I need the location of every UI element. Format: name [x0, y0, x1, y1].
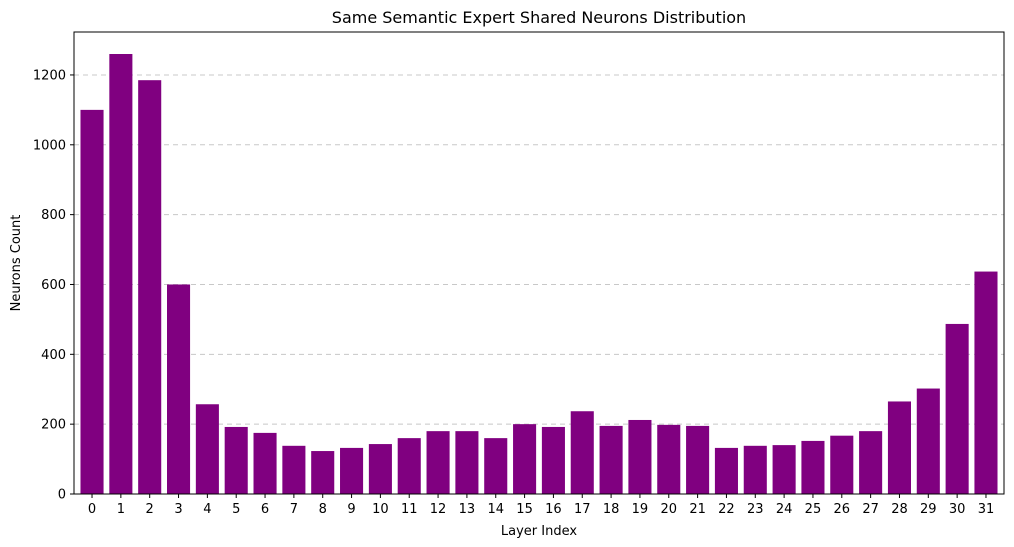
- x-tick-label-26: 26: [834, 502, 851, 517]
- x-tick-label-21: 21: [689, 502, 706, 517]
- bar-layer-15: [513, 424, 537, 494]
- bar-layer-17: [570, 411, 594, 494]
- x-tick-label-1: 1: [117, 502, 125, 517]
- x-tick-label-31: 31: [978, 502, 995, 517]
- plot-frame: [73, 31, 1005, 495]
- x-axis-ticks: 0 1 2 3 4 5 6 7 8 9 10 11 12 13 14 15 16 17 18 19 20 21 22 23 24…: [88, 494, 994, 517]
- bar-layer-0: [80, 109, 104, 494]
- x-tick-label-30: 30: [949, 502, 966, 517]
- bar-layer-2: [138, 80, 162, 494]
- x-tick-label-23: 23: [747, 502, 764, 517]
- x-tick-label-20: 20: [660, 502, 677, 517]
- bar-layer-6: [253, 432, 277, 494]
- bar-layer-14: [484, 438, 508, 494]
- x-tick-label-24: 24: [776, 502, 793, 517]
- y-tick-label-200: 200: [41, 418, 66, 433]
- x-tick-label-11: 11: [401, 502, 418, 517]
- x-tick-label-27: 27: [862, 502, 879, 517]
- x-axis-label: Layer Index: [501, 524, 577, 539]
- bar-layer-21: [686, 425, 710, 494]
- bar-layer-24: [772, 445, 796, 494]
- x-tick-label-3: 3: [174, 502, 182, 517]
- x-tick-label-28: 28: [891, 502, 908, 517]
- bar-layer-4: [195, 404, 219, 494]
- x-tick-label-16: 16: [545, 502, 562, 517]
- bar-layer-26: [830, 435, 854, 494]
- bar-layer-30: [945, 323, 969, 494]
- x-tick-label-7: 7: [290, 502, 298, 517]
- x-tick-label-5: 5: [232, 502, 240, 517]
- bar-layer-29: [916, 388, 940, 494]
- bar-layer-23: [743, 445, 767, 494]
- x-tick-label-25: 25: [805, 502, 822, 517]
- bar-layer-19: [628, 419, 652, 494]
- y-tick-label-600: 600: [41, 278, 66, 293]
- bar-layer-22: [714, 447, 738, 494]
- y-axis-label: Neurons Count: [9, 215, 24, 312]
- bar-layer-16: [541, 426, 565, 494]
- bar-layer-31: [974, 271, 998, 494]
- x-tick-label-15: 15: [516, 502, 533, 517]
- x-tick-label-9: 9: [347, 502, 355, 517]
- x-tick-label-14: 14: [487, 502, 504, 517]
- x-tick-label-8: 8: [319, 502, 327, 517]
- bar-layer-11: [397, 438, 421, 494]
- x-tick-label-17: 17: [574, 502, 591, 517]
- bar-layer-12: [426, 431, 450, 494]
- bar-layer-1: [109, 54, 133, 494]
- bar-layer-25: [801, 440, 825, 494]
- y-axis-ticks: 0 200 400 600 800 1000 1200: [33, 68, 74, 503]
- y-tick-label-0: 0: [58, 488, 66, 503]
- x-tick-label-18: 18: [603, 502, 620, 517]
- bar-layer-5: [224, 426, 248, 494]
- x-tick-label-6: 6: [261, 502, 269, 517]
- x-tick-label-29: 29: [920, 502, 937, 517]
- x-tick-label-10: 10: [372, 502, 389, 517]
- y-tick-label-1200: 1200: [33, 68, 66, 83]
- bar-layer-13: [455, 431, 479, 494]
- x-tick-label-0: 0: [88, 502, 96, 517]
- bar-layer-9: [340, 447, 364, 494]
- x-tick-label-13: 13: [459, 502, 476, 517]
- bar-layer-18: [599, 425, 623, 494]
- bar-layer-28: [887, 401, 911, 494]
- bar-layer-10: [368, 444, 392, 494]
- bars: [80, 54, 998, 494]
- x-tick-label-4: 4: [203, 502, 211, 517]
- bar-layer-27: [859, 431, 883, 494]
- chart-title: Same Semantic Expert Shared Neurons Dist…: [332, 8, 746, 27]
- bar-layer-20: [657, 424, 681, 494]
- y-tick-label-400: 400: [41, 348, 66, 363]
- y-tick-label-1000: 1000: [33, 138, 66, 153]
- x-tick-label-22: 22: [718, 502, 735, 517]
- x-tick-label-19: 19: [632, 502, 649, 517]
- bar-layer-8: [311, 451, 335, 494]
- y-tick-label-800: 800: [41, 208, 66, 223]
- gridlines: [74, 74, 1004, 425]
- x-tick-label-2: 2: [146, 502, 154, 517]
- bar-layer-7: [282, 445, 306, 494]
- bar-layer-3: [167, 284, 191, 494]
- x-tick-label-12: 12: [430, 502, 447, 517]
